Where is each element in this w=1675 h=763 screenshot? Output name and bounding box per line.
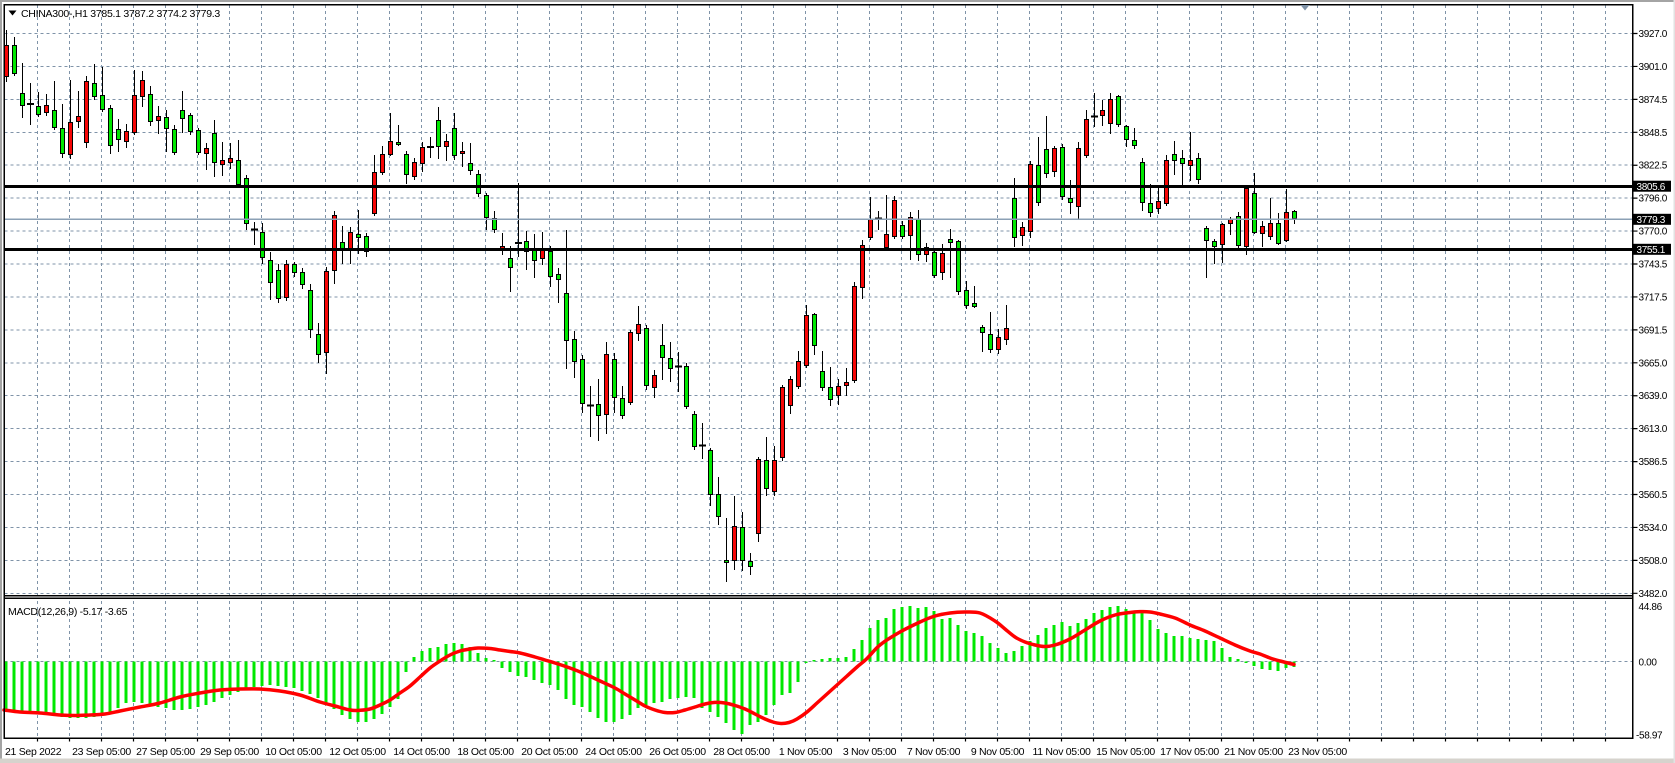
svg-text:3717.5: 3717.5 [1639,292,1668,303]
svg-text:3743.5: 3743.5 [1639,260,1668,271]
svg-text:3613.0: 3613.0 [1639,424,1668,435]
svg-text:29 Sep 05:00: 29 Sep 05:00 [200,746,259,758]
svg-text:3901.0: 3901.0 [1639,62,1668,73]
svg-text:3796.0: 3796.0 [1639,194,1668,205]
svg-text:3691.5: 3691.5 [1639,325,1668,336]
svg-text:18 Oct 05:00: 18 Oct 05:00 [457,746,514,758]
svg-text:11 Nov 05:00: 11 Nov 05:00 [1032,746,1091,758]
svg-text:23 Nov 05:00: 23 Nov 05:00 [1288,746,1347,758]
svg-text:3779.3: 3779.3 [1637,215,1666,226]
svg-text:44.86: 44.86 [1639,602,1663,613]
svg-text:21 Sep 2022: 21 Sep 2022 [5,746,62,758]
svg-text:MACD(12,26,9) -5.17 -3.65: MACD(12,26,9) -5.17 -3.65 [8,606,128,618]
svg-text:3822.5: 3822.5 [1639,161,1668,172]
svg-text:28 Oct 05:00: 28 Oct 05:00 [713,746,770,758]
svg-text:3 Nov 05:00: 3 Nov 05:00 [843,746,897,758]
svg-text:3770.0: 3770.0 [1639,227,1668,238]
svg-text:26 Oct 05:00: 26 Oct 05:00 [649,746,706,758]
svg-text:3927.0: 3927.0 [1639,29,1668,40]
svg-text:10 Oct 05:00: 10 Oct 05:00 [265,746,322,758]
svg-text:9 Nov 05:00: 9 Nov 05:00 [971,746,1025,758]
svg-text:3482.0: 3482.0 [1639,589,1668,600]
svg-text:20 Oct 05:00: 20 Oct 05:00 [521,746,578,758]
svg-text:3755.1: 3755.1 [1637,245,1666,256]
svg-text:3848.5: 3848.5 [1639,128,1668,139]
svg-text:17 Nov 05:00: 17 Nov 05:00 [1160,746,1219,758]
svg-text:3665.0: 3665.0 [1639,358,1668,369]
svg-text:3560.5: 3560.5 [1639,490,1668,501]
svg-text:21 Nov 05:00: 21 Nov 05:00 [1224,746,1283,758]
svg-text:3508.0: 3508.0 [1639,556,1668,567]
svg-text:15 Nov 05:00: 15 Nov 05:00 [1096,746,1155,758]
svg-text:3534.0: 3534.0 [1639,523,1668,534]
svg-text:14 Oct 05:00: 14 Oct 05:00 [393,746,450,758]
svg-text:24 Oct 05:00: 24 Oct 05:00 [585,746,642,758]
svg-text:27 Sep 05:00: 27 Sep 05:00 [136,746,195,758]
svg-text:3874.5: 3874.5 [1639,95,1668,106]
svg-text:CHINA300-,H1 3785.1 3787.2 37: CHINA300-,H1 3785.1 3787.2 3774.2 3779.3 [21,8,220,20]
svg-text:1 Nov 05:00: 1 Nov 05:00 [779,746,833,758]
svg-text:3586.5: 3586.5 [1639,457,1668,468]
svg-text:3639.0: 3639.0 [1639,391,1668,402]
svg-text:0.00: 0.00 [1639,657,1658,668]
svg-text:3805.6: 3805.6 [1637,182,1666,193]
svg-text:-58.97: -58.97 [1636,731,1663,742]
svg-text:23 Sep 05:00: 23 Sep 05:00 [72,746,131,758]
svg-text:12 Oct 05:00: 12 Oct 05:00 [329,746,386,758]
svg-text:7 Nov 05:00: 7 Nov 05:00 [907,746,961,758]
